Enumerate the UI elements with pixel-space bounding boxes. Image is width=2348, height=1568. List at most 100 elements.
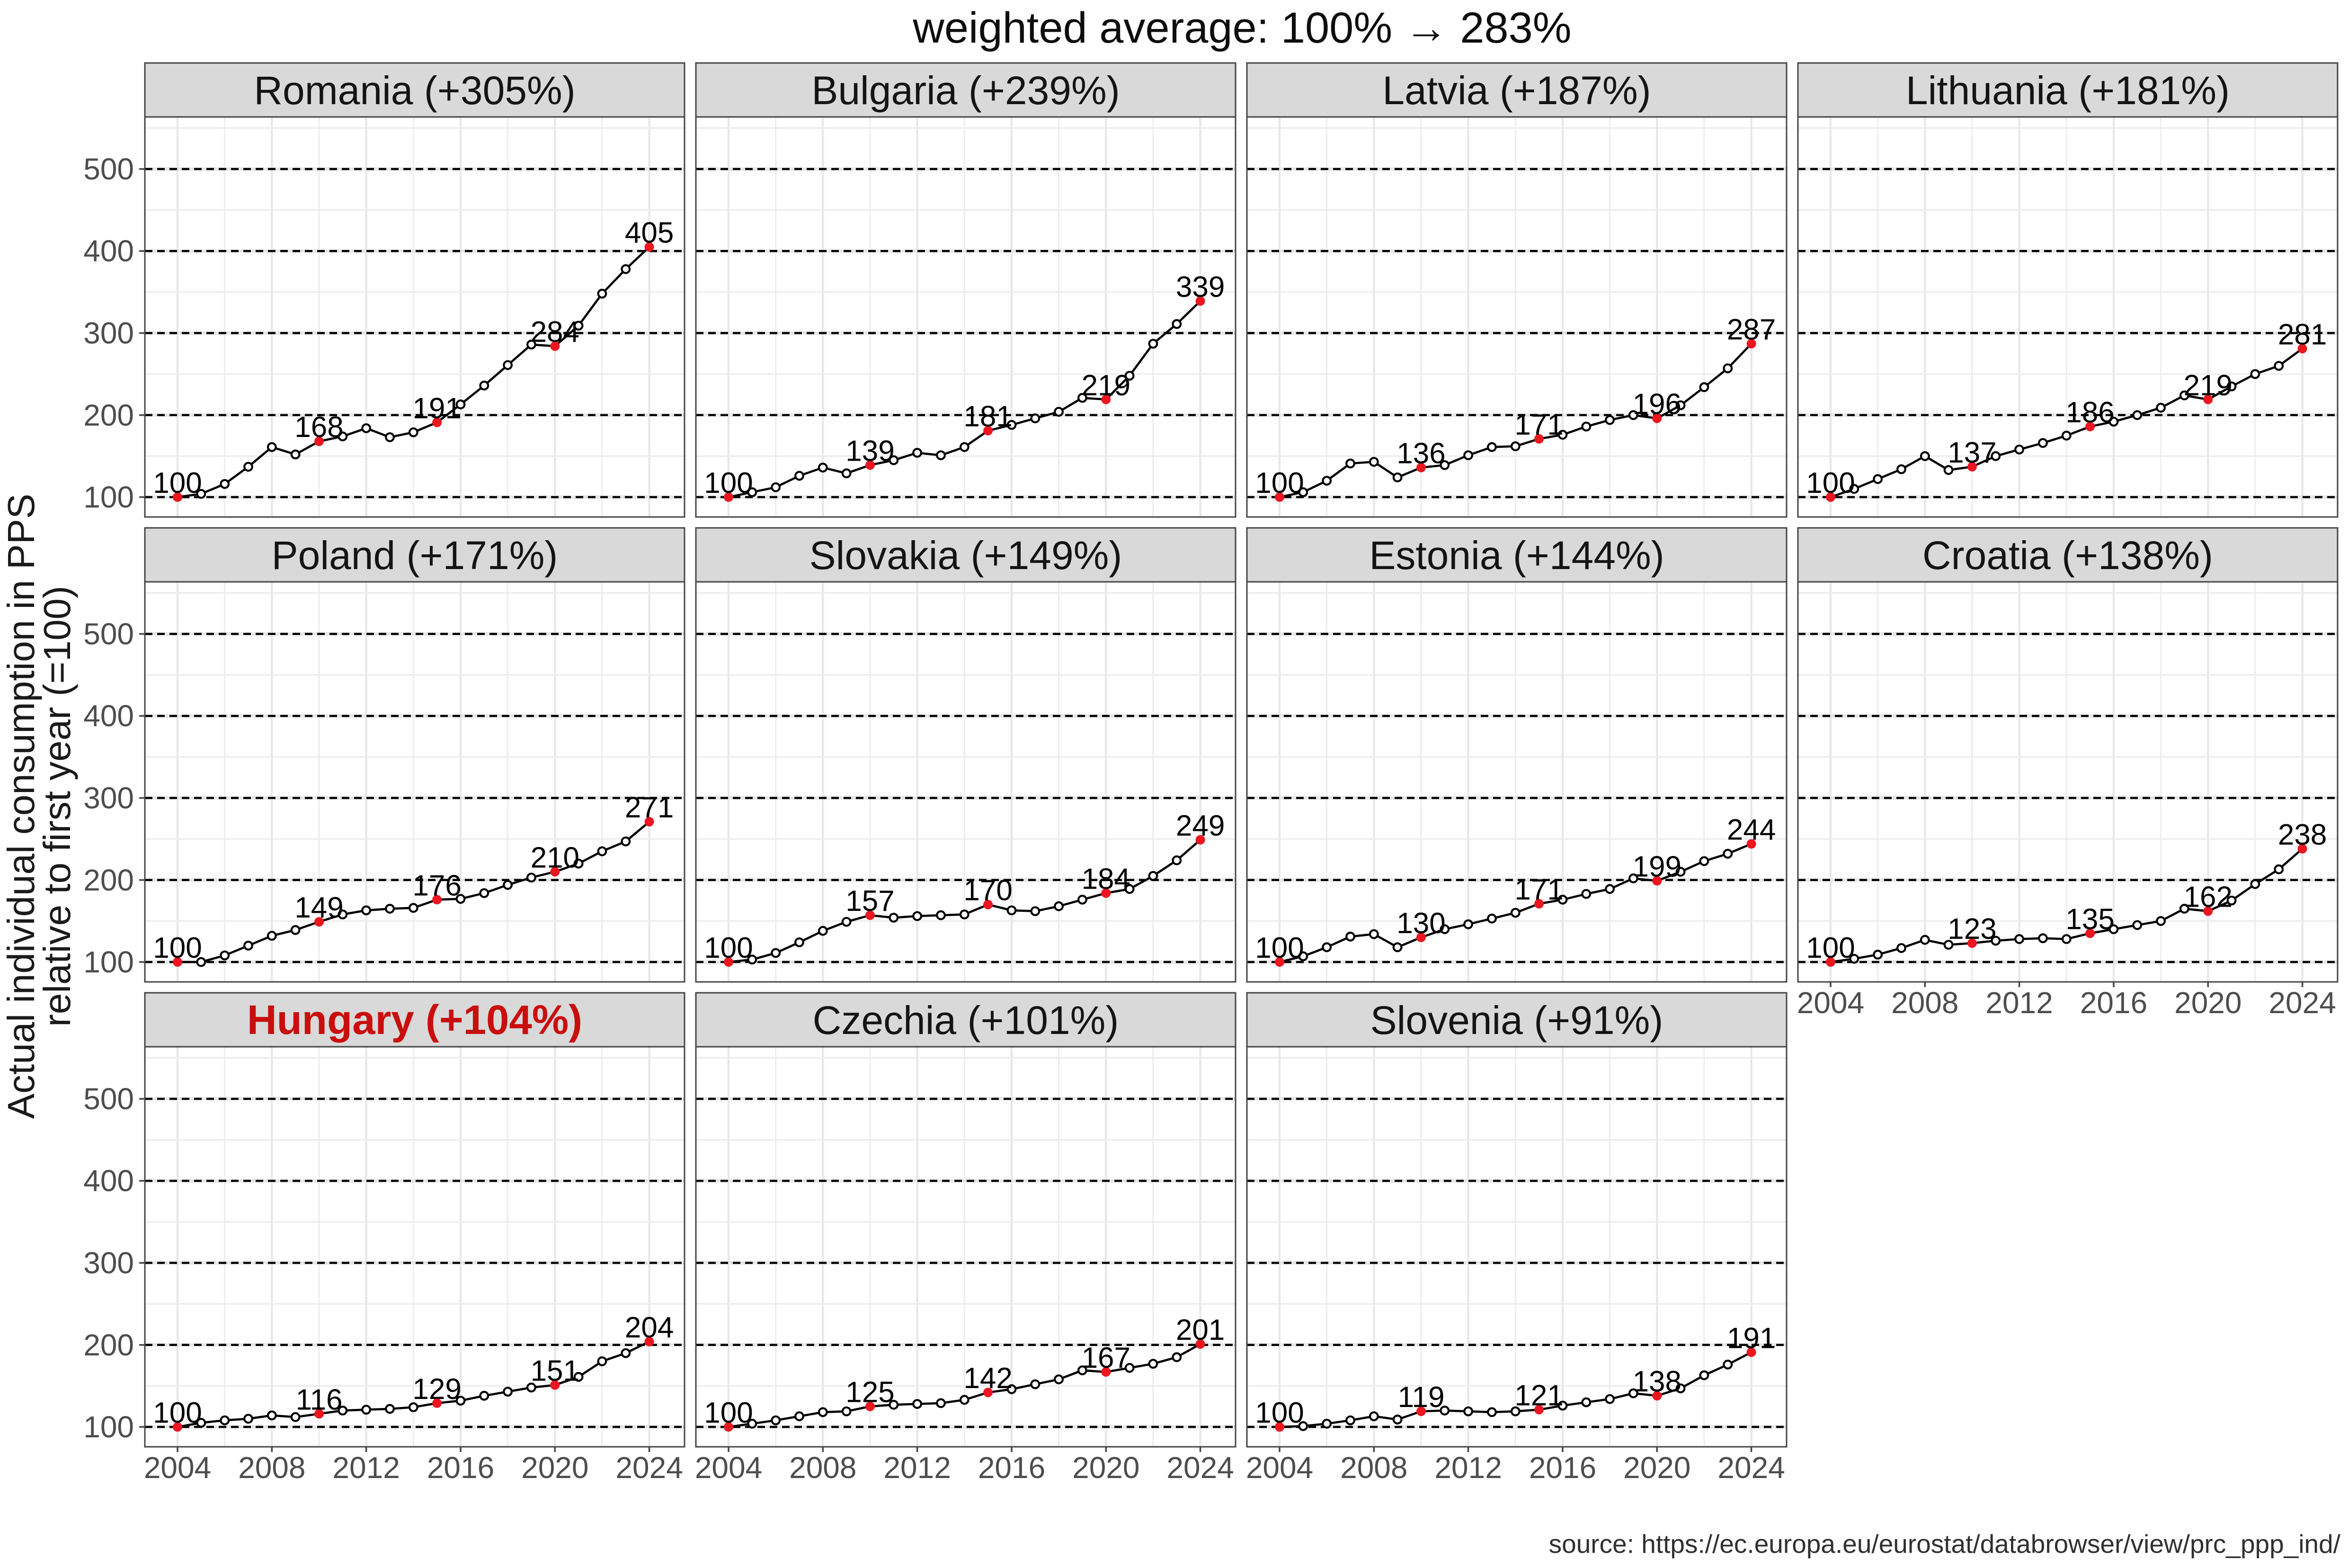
svg-text:source: https://ec.europa.eu/e: source: https://ec.europa.eu/eurostat/da… (1549, 1529, 2341, 1559)
svg-text:100: 100 (83, 945, 134, 979)
svg-text:100: 100 (1806, 932, 1855, 964)
svg-text:100: 100 (83, 1410, 134, 1444)
svg-text:2008: 2008 (789, 1451, 856, 1485)
svg-text:2004: 2004 (1797, 986, 1864, 1020)
svg-text:281: 281 (2278, 318, 2327, 351)
svg-text:125: 125 (845, 1376, 894, 1409)
svg-text:151: 151 (531, 1355, 579, 1388)
svg-text:405: 405 (625, 217, 674, 249)
svg-text:400: 400 (83, 1164, 134, 1198)
svg-text:157: 157 (845, 885, 894, 918)
svg-text:167: 167 (1082, 1342, 1130, 1374)
svg-text:2012: 2012 (1434, 1451, 1502, 1485)
svg-text:135: 135 (2065, 903, 2114, 935)
svg-text:2004: 2004 (695, 1451, 762, 1485)
svg-text:100: 100 (704, 932, 753, 964)
svg-text:176: 176 (412, 869, 461, 902)
svg-text:2008: 2008 (1891, 986, 1958, 1020)
svg-text:121: 121 (1514, 1380, 1563, 1412)
svg-text:204: 204 (625, 1311, 674, 1344)
svg-text:271: 271 (625, 792, 674, 824)
svg-text:300: 300 (83, 1246, 134, 1280)
svg-text:2016: 2016 (1529, 1451, 1596, 1485)
svg-text:186: 186 (2065, 396, 2114, 429)
svg-text:238: 238 (2278, 819, 2327, 851)
svg-text:116: 116 (296, 1383, 343, 1416)
svg-text:119: 119 (1398, 1381, 1445, 1414)
svg-text:100: 100 (153, 932, 202, 964)
svg-text:2012: 2012 (883, 1451, 951, 1485)
svg-text:2004: 2004 (1246, 1451, 1313, 1485)
svg-text:100: 100 (1255, 932, 1304, 964)
svg-text:2016: 2016 (978, 1451, 1045, 1485)
svg-text:181: 181 (963, 401, 1012, 433)
svg-text:191: 191 (412, 392, 461, 425)
svg-text:200: 200 (83, 1328, 134, 1362)
svg-text:123: 123 (1948, 913, 1996, 945)
svg-text:139: 139 (845, 435, 894, 467)
svg-text:196: 196 (1633, 388, 1681, 421)
svg-text:200: 200 (83, 398, 134, 432)
svg-text:2024: 2024 (615, 1451, 683, 1485)
svg-text:2020: 2020 (521, 1451, 588, 1485)
svg-text:weighted average: 100% → 283%: weighted average: 100% → 283% (912, 4, 1571, 52)
svg-text:200: 200 (83, 863, 134, 897)
svg-text:Poland (+171%): Poland (+171%) (272, 533, 558, 578)
svg-text:191: 191 (1727, 1322, 1776, 1354)
svg-text:2012: 2012 (1985, 986, 2053, 1020)
svg-text:Czechia (+101%): Czechia (+101%) (813, 998, 1119, 1042)
svg-text:2016: 2016 (2080, 986, 2147, 1020)
svg-text:170: 170 (963, 874, 1012, 907)
svg-text:Actual individual consumption: Actual individual consumption in PPS (0, 494, 42, 1119)
svg-text:2024: 2024 (1717, 1451, 1785, 1485)
svg-text:171: 171 (1514, 409, 1563, 441)
svg-text:Estonia (+144%): Estonia (+144%) (1369, 533, 1664, 578)
svg-text:137: 137 (1948, 437, 1996, 469)
svg-text:2008: 2008 (238, 1451, 305, 1485)
svg-text:171: 171 (1514, 873, 1563, 906)
svg-text:100: 100 (704, 467, 753, 499)
svg-text:2012: 2012 (332, 1451, 400, 1485)
svg-text:199: 199 (1633, 851, 1681, 883)
svg-text:Bulgaria (+239%): Bulgaria (+239%) (811, 68, 1120, 113)
svg-text:284: 284 (531, 316, 579, 348)
svg-text:400: 400 (83, 699, 134, 733)
svg-text:Slovenia (+91%): Slovenia (+91%) (1370, 998, 1663, 1042)
svg-text:2020: 2020 (1623, 1451, 1690, 1485)
svg-text:2024: 2024 (1166, 1451, 1234, 1485)
svg-text:138: 138 (1633, 1365, 1681, 1398)
svg-text:201: 201 (1176, 1314, 1225, 1346)
svg-text:136: 136 (1396, 437, 1445, 470)
svg-text:relative to first year (=100): relative to first year (=100) (36, 586, 78, 1026)
svg-text:219: 219 (2184, 369, 2232, 402)
svg-text:244: 244 (1727, 814, 1776, 846)
svg-text:339: 339 (1176, 271, 1225, 303)
svg-text:2016: 2016 (427, 1451, 494, 1485)
svg-text:249: 249 (1176, 810, 1225, 842)
svg-text:2020: 2020 (2174, 986, 2241, 1020)
svg-text:162: 162 (2184, 881, 2232, 914)
svg-text:Slovakia (+149%): Slovakia (+149%) (809, 533, 1122, 578)
svg-text:500: 500 (83, 152, 134, 186)
svg-text:100: 100 (1255, 1397, 1304, 1429)
svg-text:219: 219 (1082, 369, 1130, 402)
svg-text:142: 142 (963, 1362, 1012, 1395)
svg-text:100: 100 (153, 1397, 202, 1429)
svg-text:2020: 2020 (1072, 1451, 1139, 1485)
svg-text:100: 100 (83, 480, 134, 514)
svg-text:Croatia (+138%): Croatia (+138%) (1922, 533, 2213, 578)
svg-text:168: 168 (294, 411, 343, 444)
svg-text:287: 287 (1727, 313, 1776, 346)
svg-text:2024: 2024 (2268, 986, 2336, 1020)
svg-text:210: 210 (531, 841, 579, 874)
svg-text:500: 500 (83, 1082, 134, 1116)
svg-text:Lithuania (+181%): Lithuania (+181%) (1906, 68, 2230, 113)
svg-text:130: 130 (1396, 907, 1445, 940)
svg-text:100: 100 (704, 1397, 753, 1429)
svg-text:Latvia (+187%): Latvia (+187%) (1382, 68, 1651, 113)
svg-text:184: 184 (1082, 863, 1130, 896)
svg-text:Hungary (+104%): Hungary (+104%) (247, 997, 582, 1043)
svg-text:300: 300 (83, 316, 134, 350)
svg-text:Romania (+305%): Romania (+305%) (254, 68, 575, 113)
svg-text:129: 129 (412, 1373, 461, 1406)
